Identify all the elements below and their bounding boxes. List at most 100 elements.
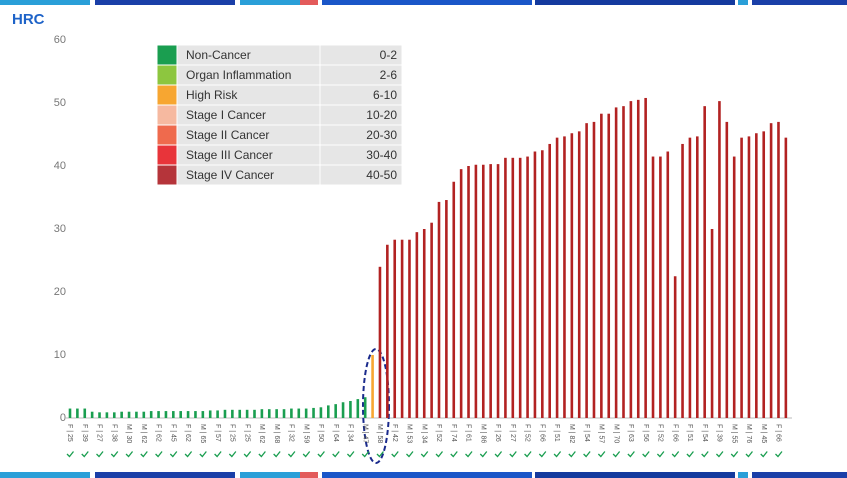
bar <box>600 113 603 419</box>
check-icon <box>686 451 694 458</box>
x-tick-label: M | 62 <box>140 424 147 443</box>
bar <box>614 107 618 418</box>
bar <box>467 166 470 418</box>
bar <box>341 402 345 418</box>
top-stripe <box>0 0 847 5</box>
bar <box>570 133 574 419</box>
bar <box>725 121 729 419</box>
check-icon <box>760 451 768 458</box>
bar <box>541 150 544 418</box>
bar <box>445 200 448 418</box>
check-icon <box>199 451 207 458</box>
bar <box>201 411 205 418</box>
legend-cell <box>319 164 403 186</box>
bar <box>157 411 160 418</box>
legend-swatch <box>156 144 178 166</box>
bar <box>422 229 426 418</box>
x-tick-label: F | 25 <box>66 424 73 442</box>
check-icon <box>258 451 266 458</box>
legend-swatch <box>156 44 178 66</box>
x-tick-label: F | 25 <box>229 424 236 442</box>
x-tick-label: F | 26 <box>494 424 501 442</box>
legend-swatch <box>156 84 178 106</box>
x-tick-label: F | 45 <box>169 424 176 442</box>
bar <box>784 137 788 418</box>
check-icon <box>745 451 753 458</box>
bar <box>651 156 655 419</box>
bar <box>304 408 308 418</box>
bar <box>363 397 367 418</box>
bar <box>76 408 79 418</box>
check-icon <box>228 451 237 458</box>
legend-name: Non-Cancer <box>186 48 251 62</box>
y-tick-label: 50 <box>54 97 66 109</box>
bar <box>592 121 596 419</box>
bar <box>777 121 780 419</box>
y-tick-label: 60 <box>54 34 66 46</box>
x-tick-label: F | 62 <box>184 424 191 442</box>
x-tick-label: M | 70 <box>612 424 619 443</box>
bar <box>120 411 123 418</box>
bar <box>526 156 529 419</box>
check-icon <box>612 451 621 458</box>
bar <box>297 408 301 418</box>
bar <box>327 405 330 418</box>
check-icon <box>184 451 193 458</box>
bar <box>400 239 404 418</box>
legend-name: High Risk <box>186 88 238 102</box>
bar <box>208 410 212 418</box>
x-tick-label: F | 62 <box>155 424 162 442</box>
check-icon <box>597 451 606 458</box>
check-icon <box>169 451 178 458</box>
bar <box>179 411 182 418</box>
bar <box>260 409 264 418</box>
bar <box>563 136 566 418</box>
bar <box>636 99 640 418</box>
bar <box>511 157 515 418</box>
check-icon <box>568 451 576 458</box>
check-icon <box>671 451 680 458</box>
bar <box>164 411 168 418</box>
legend-name: Stage I Cancer <box>186 108 266 122</box>
bar <box>622 106 625 419</box>
x-tick-label: F | 51 <box>553 424 560 442</box>
x-tick-label: F | 52 <box>524 424 531 442</box>
check-icon <box>494 451 503 458</box>
bar <box>393 239 397 418</box>
legend-swatch <box>156 164 178 186</box>
legend-swatch <box>156 104 178 126</box>
bar <box>673 276 677 418</box>
x-tick-label: M | 30 <box>125 424 132 443</box>
check-icon <box>642 451 650 458</box>
bar <box>769 123 773 418</box>
legend-name: Stage III Cancer <box>186 148 273 162</box>
check-icon <box>125 451 134 458</box>
legend-swatch <box>156 64 178 86</box>
bar <box>437 201 441 418</box>
bar <box>149 411 153 418</box>
check-icon <box>346 451 355 458</box>
check-icon <box>302 451 311 458</box>
bar <box>231 409 234 418</box>
legend-swatch <box>156 124 178 146</box>
bar <box>245 409 249 418</box>
bar <box>703 106 706 419</box>
bar <box>415 232 419 418</box>
logo: HRC <box>12 11 45 28</box>
check-icon <box>81 451 89 458</box>
x-tick-label: F | 61 <box>465 424 472 442</box>
x-tick-label: F | 54 <box>701 424 708 442</box>
x-tick-label: M | 82 <box>568 424 575 443</box>
check-icon <box>406 451 414 458</box>
check-icon <box>317 451 325 458</box>
legend-name: Organ Inflammation <box>186 68 291 82</box>
y-tick-label: 30 <box>54 223 66 235</box>
bar <box>253 409 256 418</box>
x-tick-label: F | 34 <box>347 424 354 442</box>
x-tick-label: M | 45 <box>760 424 767 443</box>
bar <box>710 229 714 418</box>
x-tick-label: M | 59 <box>302 424 309 443</box>
x-tick-label: F | 27 <box>96 424 103 442</box>
check-icon <box>509 451 517 458</box>
legend-range: 40-50 <box>366 168 397 182</box>
